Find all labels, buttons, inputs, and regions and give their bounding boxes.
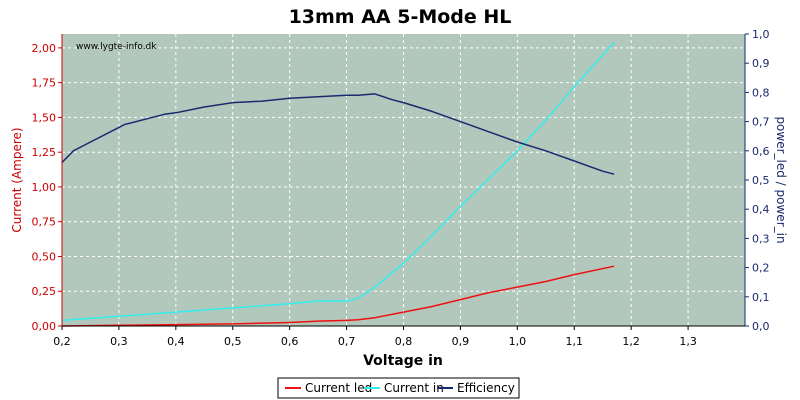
y-right-tick-label: 0,4 <box>752 203 770 216</box>
x-tick-label: 0,7 <box>338 335 356 348</box>
y-axis-right-label: power_led / power_in <box>774 116 788 243</box>
y-left-tick-label: 0,25 <box>32 285 57 298</box>
x-tick-label: 1,1 <box>566 335 584 348</box>
y-left-tick-label: 0,75 <box>32 216 57 229</box>
y-left-tick-label: 1,25 <box>32 146 57 159</box>
x-tick-label: 0,4 <box>167 335 185 348</box>
y-right-tick-label: 0,0 <box>752 320 770 333</box>
x-tick-label: 0,8 <box>395 335 413 348</box>
watermark: www.lygte-info.dk <box>76 42 157 52</box>
y-left-tick-label: 0,00 <box>32 320 57 333</box>
y-left-tick-label: 1,50 <box>32 111 57 124</box>
y-right-tick-label: 0,9 <box>752 57 770 70</box>
x-tick-label: 0,2 <box>53 335 71 348</box>
y-right-tick-label: 1,0 <box>752 28 770 41</box>
y-right-tick-label: 0,7 <box>752 116 770 129</box>
series-layer <box>61 41 615 327</box>
y-axis-left-label: Current (Ampere) <box>10 127 24 232</box>
y-right-tick-label: 0,1 <box>752 291 770 304</box>
x-tick-label: 1,2 <box>622 335 640 348</box>
x-tick-label: 0,6 <box>281 335 299 348</box>
tick-labels: 0,2 0,3 0,4 0,5 0,6 0,7 0,8 0,9 1,0 1,1 1,2 1,30,00… <box>32 28 770 348</box>
x-axis-label: Voltage in <box>363 353 443 369</box>
x-tick-label: 1,3 <box>679 335 697 348</box>
legend-box <box>277 377 520 399</box>
x-tick-label: 0,3 <box>110 335 128 348</box>
efficiency-line <box>61 93 615 175</box>
y-right-tick-label: 0,3 <box>752 232 770 245</box>
y-right-tick-label: 0,8 <box>752 86 770 99</box>
legend: Current led Current in Efficiency <box>277 377 520 399</box>
legend-label: Current led <box>305 381 372 395</box>
legend-label: Efficiency <box>457 381 515 395</box>
x-tick-label: 0,9 <box>452 335 470 348</box>
current-led-line <box>61 265 615 327</box>
x-tick-label: 1,0 <box>509 335 527 348</box>
y-left-tick-label: 0,50 <box>32 250 57 263</box>
y-right-tick-label: 0,2 <box>752 262 770 275</box>
legend-label: Current in <box>384 381 444 395</box>
x-tick-label: 0,5 <box>224 335 242 348</box>
y-left-tick-label: 1,75 <box>32 77 57 90</box>
y-right-tick-label: 0,5 <box>752 174 770 187</box>
axes <box>58 33 749 330</box>
current-in-line <box>61 41 615 322</box>
y-left-tick-label: 1,00 <box>32 181 57 194</box>
chart-title: 13mm AA 5-Mode HL <box>289 6 512 28</box>
y-left-tick-label: 2,00 <box>32 42 57 55</box>
y-right-tick-label: 0,6 <box>752 145 770 158</box>
